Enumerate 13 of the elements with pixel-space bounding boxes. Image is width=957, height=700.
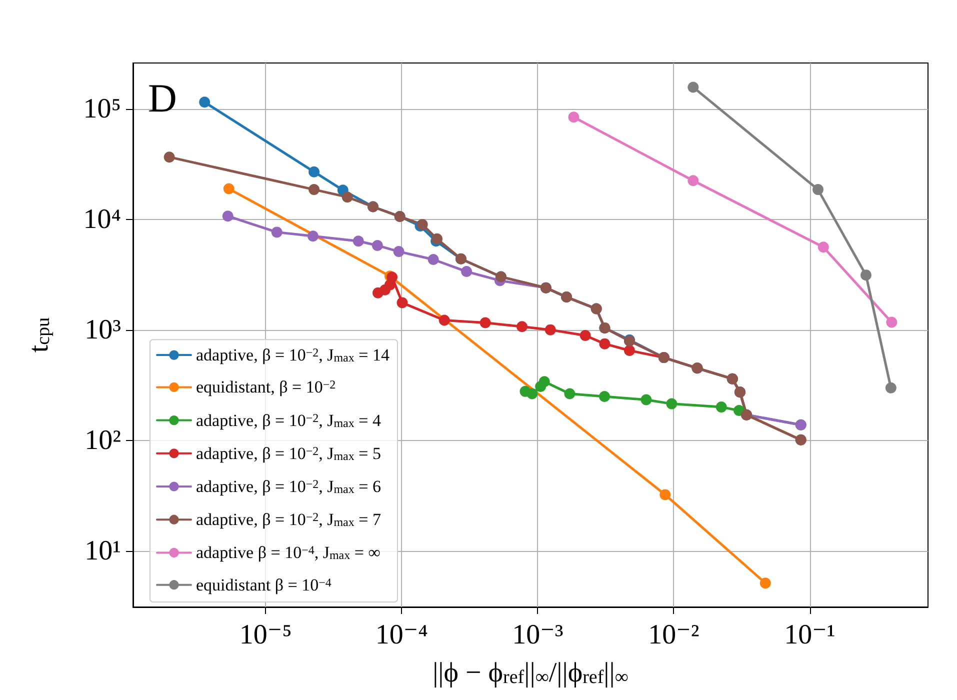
y-tick-label: 10² bbox=[84, 424, 121, 456]
x-tick-label: 10⁻³ bbox=[512, 620, 564, 650]
y-tick-label: 10³ bbox=[84, 314, 121, 346]
y-axis-title: tcpu bbox=[24, 316, 54, 353]
y-tick-label: 10⁴ bbox=[83, 204, 121, 235]
x-tick-label: 10⁻² bbox=[648, 620, 700, 650]
x-tick-label: 10⁻¹ bbox=[784, 620, 836, 650]
x-tick-label: 10⁻⁵ bbox=[239, 620, 292, 650]
y-tick-label: 10¹ bbox=[84, 535, 121, 566]
y-tick-label: 10⁵ bbox=[83, 93, 121, 124]
annotation: D bbox=[148, 76, 177, 120]
x-tick-label: 10⁻⁴ bbox=[375, 620, 428, 650]
x-axis-title: ||ϕ − ϕref||∞/||ϕref||∞ bbox=[432, 658, 628, 688]
